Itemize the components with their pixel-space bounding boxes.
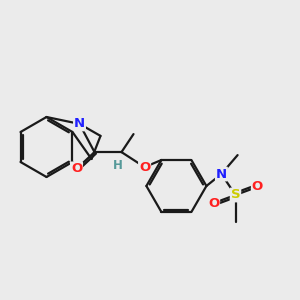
Text: N: N <box>216 167 227 181</box>
Text: N: N <box>74 117 85 130</box>
Text: O: O <box>71 162 82 176</box>
Text: O: O <box>139 160 150 174</box>
Text: O: O <box>208 196 219 210</box>
Text: S: S <box>231 188 240 202</box>
Text: H: H <box>113 159 122 172</box>
Text: O: O <box>252 180 263 194</box>
